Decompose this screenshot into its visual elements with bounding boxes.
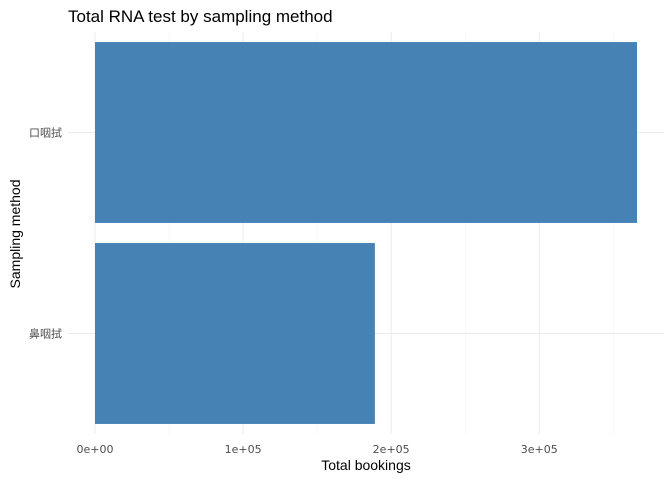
bar — [95, 42, 637, 223]
chart-title: Total RNA test by sampling method — [68, 7, 333, 26]
x-tick-label: 2e+05 — [373, 443, 410, 456]
bar — [95, 243, 375, 424]
bars — [95, 42, 637, 424]
x-tick-label: 3e+05 — [521, 443, 558, 456]
x-tick-label: 1e+05 — [225, 443, 262, 456]
y-axis-title: Sampling method — [7, 180, 23, 289]
y-tick-label: 鼻咽拭 — [29, 327, 62, 341]
x-tick-label: 0e+00 — [77, 443, 114, 456]
y-tick-label: 口咽拭 — [29, 126, 62, 140]
x-axis-title: Total bookings — [321, 457, 411, 473]
